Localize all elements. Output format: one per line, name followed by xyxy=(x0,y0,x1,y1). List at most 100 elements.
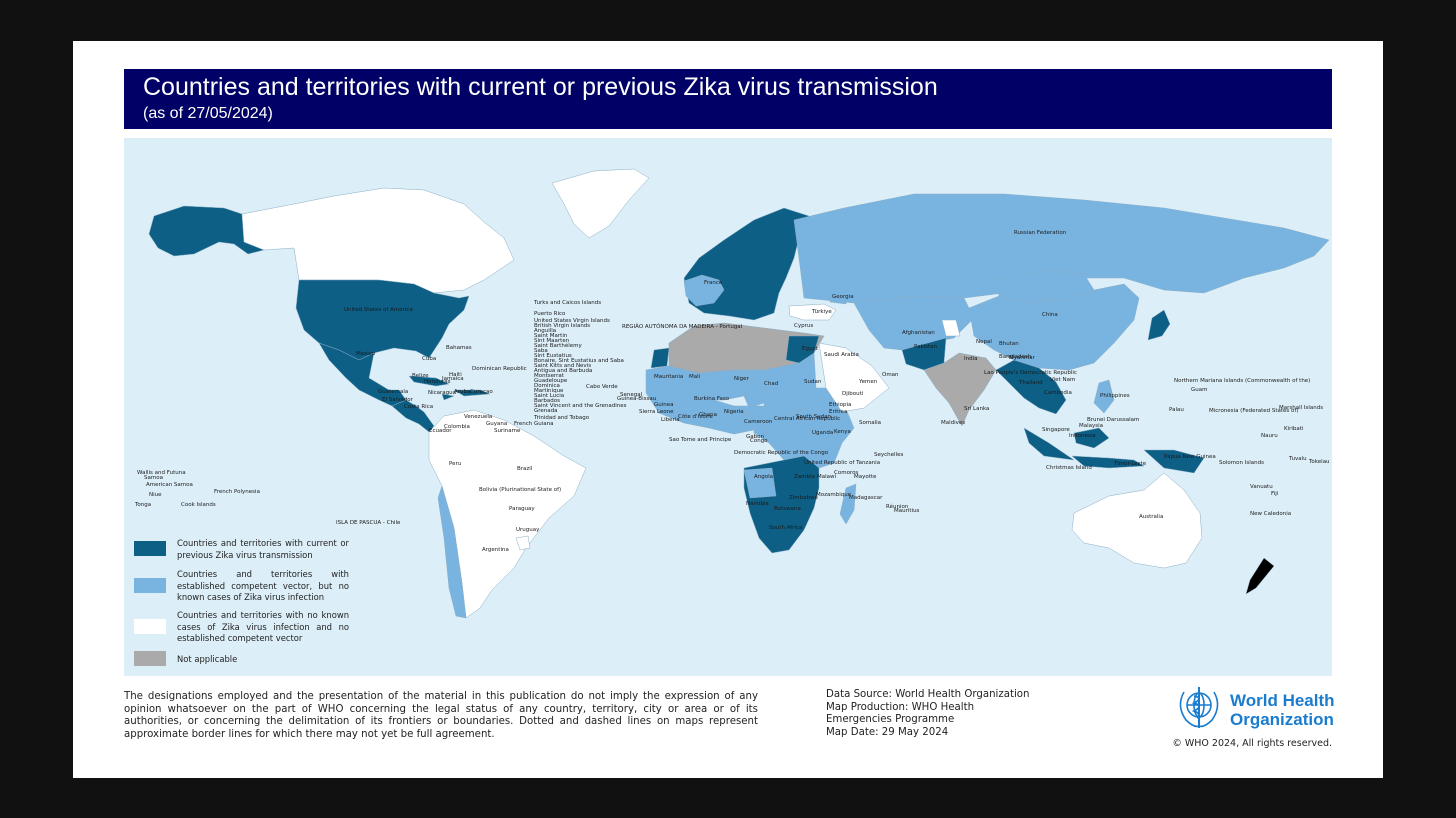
map-region-mexico xyxy=(318,342,407,407)
map-label: Brunei Darussalam xyxy=(1087,417,1139,423)
map-credits: Data Source: World Health Organization M… xyxy=(826,689,1036,739)
map-label: Eritrea xyxy=(829,409,847,415)
map-label: Sudan xyxy=(804,379,822,385)
map-label: Angola xyxy=(754,474,773,480)
map-label: Dominican Republic xyxy=(472,366,527,372)
map-label: Zambia xyxy=(794,474,815,480)
map-label: Russian Federation xyxy=(1014,230,1067,236)
map-label: Burkina Faso xyxy=(694,396,730,402)
map-region-arabian-peninsula xyxy=(818,342,890,413)
map-label: Sint Maarten xyxy=(534,338,570,344)
map-region-kashmir xyxy=(941,319,961,337)
map-label: Haiti xyxy=(449,372,462,378)
who-name-line2: Organization xyxy=(1230,710,1334,729)
map-label: Antigua and Barbuda xyxy=(534,368,592,374)
map-region-canada xyxy=(241,187,515,294)
map-label: Honduras xyxy=(424,379,451,385)
map-label: Democratic Republic of the Congo xyxy=(734,450,829,456)
map-label: Malawi xyxy=(817,474,837,480)
map-label: Guatemala xyxy=(378,389,408,395)
legend-swatch xyxy=(134,651,166,666)
map-label: South Sudan xyxy=(796,414,832,420)
map-label: Saint Lucia xyxy=(534,393,564,399)
map-label: Montserrat xyxy=(534,373,565,379)
map-label: Palau xyxy=(1169,407,1184,413)
map-label: Bhutan xyxy=(999,341,1019,347)
map-region-china xyxy=(968,283,1140,371)
map-label: Seychelles xyxy=(874,452,903,458)
who-emblem-icon xyxy=(1179,687,1219,728)
map-label: United Republic of Tanzania xyxy=(804,460,880,466)
map-label: Cyprus xyxy=(794,323,813,329)
map-label: Nicaragua xyxy=(428,390,456,396)
map-label: Turks and Caicos Islands xyxy=(533,300,601,306)
map-label: Solomon Islands xyxy=(1219,460,1264,466)
map-region-france xyxy=(683,274,725,307)
map-label: Côte d'Ivoire xyxy=(678,413,713,420)
map-label: Barbados xyxy=(534,398,560,404)
map-label: India xyxy=(964,356,978,362)
legend-swatch xyxy=(134,541,166,556)
map-label: Tokelau xyxy=(1308,459,1330,465)
map-label: Lao People's Democratic Republic xyxy=(984,370,1077,376)
map-region-australia xyxy=(1071,472,1203,569)
map-svg: United States of America Mexico Cuba Bahama… xyxy=(134,168,1330,619)
legend-label: Countries and territories with current o… xyxy=(177,538,349,560)
map-label: Colombia xyxy=(444,424,470,430)
map-region-japan xyxy=(1147,309,1171,341)
map-label: Comoros xyxy=(834,470,858,476)
map-region-india xyxy=(923,352,997,427)
map-label: Myanmar xyxy=(1009,355,1036,361)
map-label: Australia xyxy=(1139,514,1163,520)
map-region-philippines xyxy=(1093,379,1115,414)
map-label: Madagascar xyxy=(849,495,883,501)
map-label: Pakistan xyxy=(914,344,938,350)
map-region-central-america xyxy=(391,399,435,433)
legend-swatch xyxy=(134,578,166,593)
map-label: Kiribati xyxy=(1284,426,1304,432)
map-label: Puerto Rico xyxy=(534,311,566,317)
map-label: American Samoa xyxy=(146,482,193,488)
map-label: REGIÃO AUTÓNOMA DA MADEIRA - Portugal xyxy=(622,323,743,330)
map-label: Somalia xyxy=(859,420,881,426)
map-label: Saint Barthélemy xyxy=(534,342,582,349)
world-map: United States of America Mexico Cuba Bahama… xyxy=(124,138,1332,676)
map-label: Saint Martin xyxy=(534,333,568,339)
map-region-south-east-asia xyxy=(995,359,1067,415)
map-label: Fiji xyxy=(1271,491,1279,497)
map-label: Mali xyxy=(689,374,701,380)
map-label: Marshall Islands xyxy=(1279,405,1323,411)
map-label: Micronesia (Federated States of) xyxy=(1209,408,1298,414)
map-label: Anguilla xyxy=(534,328,556,334)
map-label: Maldives xyxy=(941,420,965,426)
map-label: Sri Lanka xyxy=(964,406,989,412)
map-label: Egypt xyxy=(802,346,819,352)
map-label: Niger xyxy=(734,376,750,382)
map-label: Saint Vincent and the Grenadines xyxy=(534,403,627,409)
map-label: Papua New Guinea xyxy=(1164,454,1216,460)
map-label: Afghanistan xyxy=(902,330,935,336)
map-label: Ecuador xyxy=(429,428,452,434)
map-region-chile xyxy=(437,485,467,619)
map-region-egypt xyxy=(785,335,820,364)
map-label: Mexico xyxy=(356,351,376,357)
map-label: Uganda xyxy=(812,430,833,436)
map-label: Cook Islands xyxy=(181,502,216,508)
map-label: South Africa xyxy=(769,525,802,531)
map-label: Venezuela xyxy=(464,414,492,420)
map-label: Northern Mariana Islands (Commonwealth o… xyxy=(1174,378,1310,384)
map-label: Mayotte xyxy=(854,474,877,480)
map-label: Cabo Verde xyxy=(586,384,618,390)
map-label: Peru xyxy=(449,461,461,467)
map-region-turkiye xyxy=(788,303,837,321)
map-label: Cambodia xyxy=(1044,390,1072,396)
map-label: France xyxy=(704,280,723,286)
map-label: Réunion xyxy=(886,503,909,510)
map-region-madagascar xyxy=(839,483,857,525)
map-label: Ethiopia xyxy=(829,402,851,408)
map-label: Kenya xyxy=(834,429,851,435)
map-label: Belize xyxy=(412,373,429,379)
map-label: Guam xyxy=(1191,387,1207,393)
map-label: Congo xyxy=(750,438,768,444)
map-label: Niue xyxy=(149,492,162,498)
